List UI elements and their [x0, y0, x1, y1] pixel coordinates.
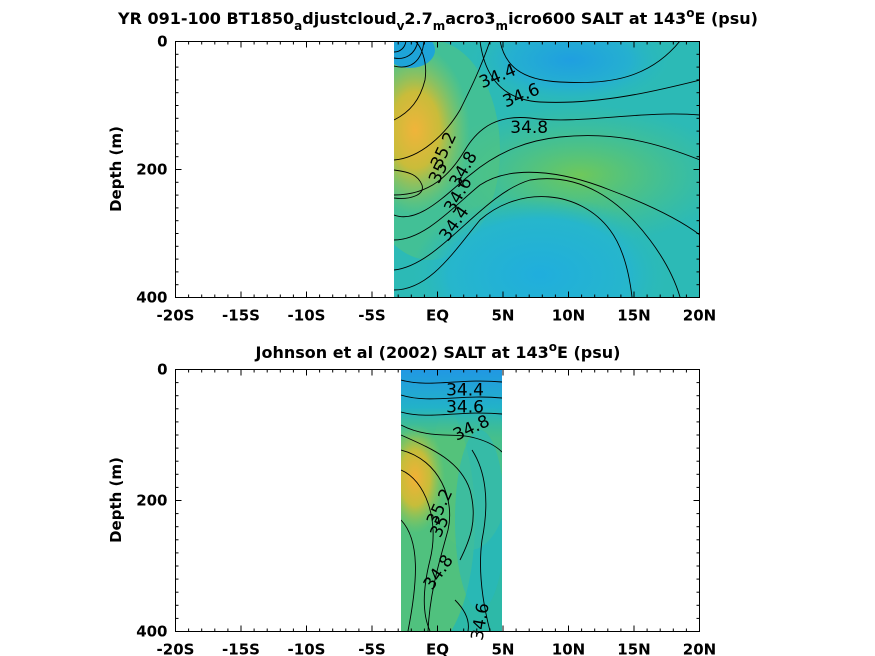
model-y-tick-label: 200	[136, 161, 167, 179]
model-salinity-field	[394, 41, 700, 297]
model-title: YR 091-100 BT1850adjustcloudv2.7macro3mi…	[117, 6, 758, 33]
model-x-tick-label: 10N	[552, 307, 585, 325]
observation-x-tick-label: 20N	[683, 641, 716, 656]
observation-ticks	[175, 369, 700, 632]
observation-x-tick-label: -20S	[157, 641, 195, 656]
model-x-tick-label: 15N	[617, 307, 650, 325]
model-x-tick-label: -15S	[222, 307, 260, 325]
observation-title: Johnson et al (2002) SALT at 143oE (psu)	[255, 340, 621, 362]
observation-contour-label: 34.6	[446, 397, 484, 417]
observation-y-tick-label: 400	[136, 623, 167, 641]
observation-x-tick-label: 15N	[617, 641, 650, 656]
observation-y-tick-labels: 0 200 400	[136, 361, 167, 641]
model-x-tick-label: 5N	[492, 307, 515, 325]
observation-panel: Johnson et al (2002) SALT at 143oE (psu)…	[107, 340, 716, 656]
observation-y-axis-label: Depth (m)	[107, 457, 125, 543]
model-x-tick-label: -10S	[288, 307, 326, 325]
observation-x-tick-labels: -20S -15S -10S -5S EQ 5N 10N 15N 20N	[157, 641, 717, 656]
observation-x-tick-label: 5N	[492, 641, 515, 656]
observation-y-tick-label: 0	[157, 361, 167, 379]
model-x-tick-label: 20N	[683, 307, 716, 325]
model-x-tick-label: EQ	[426, 307, 449, 325]
observation-contour-label: 34.4	[446, 380, 484, 400]
model-y-axis-label: Depth (m)	[107, 126, 125, 212]
observation-y-tick-label: 200	[136, 492, 167, 510]
model-x-tick-labels: -20S -15S -10S -5S EQ 5N 10N 15N 20N	[157, 307, 717, 325]
observation-x-tick-label: -15S	[222, 641, 260, 656]
observation-x-tick-label: -10S	[288, 641, 326, 656]
observation-x-tick-label: 10N	[552, 641, 585, 656]
model-x-tick-label: -20S	[157, 307, 195, 325]
observation-x-tick-label: -5S	[358, 641, 385, 656]
model-y-tick-labels: 0 200 400	[136, 33, 167, 307]
observation-x-tick-label: EQ	[426, 641, 449, 656]
observation-salinity-field	[401, 369, 502, 631]
model-y-tick-label: 0	[157, 33, 167, 51]
model-x-tick-label: -5S	[358, 307, 385, 325]
model-y-tick-label: 400	[136, 289, 167, 307]
model-panel: YR 091-100 BT1850adjustcloudv2.7macro3mi…	[107, 6, 758, 325]
model-ticks	[175, 41, 700, 298]
model-contour-label: 34.8	[510, 118, 548, 138]
